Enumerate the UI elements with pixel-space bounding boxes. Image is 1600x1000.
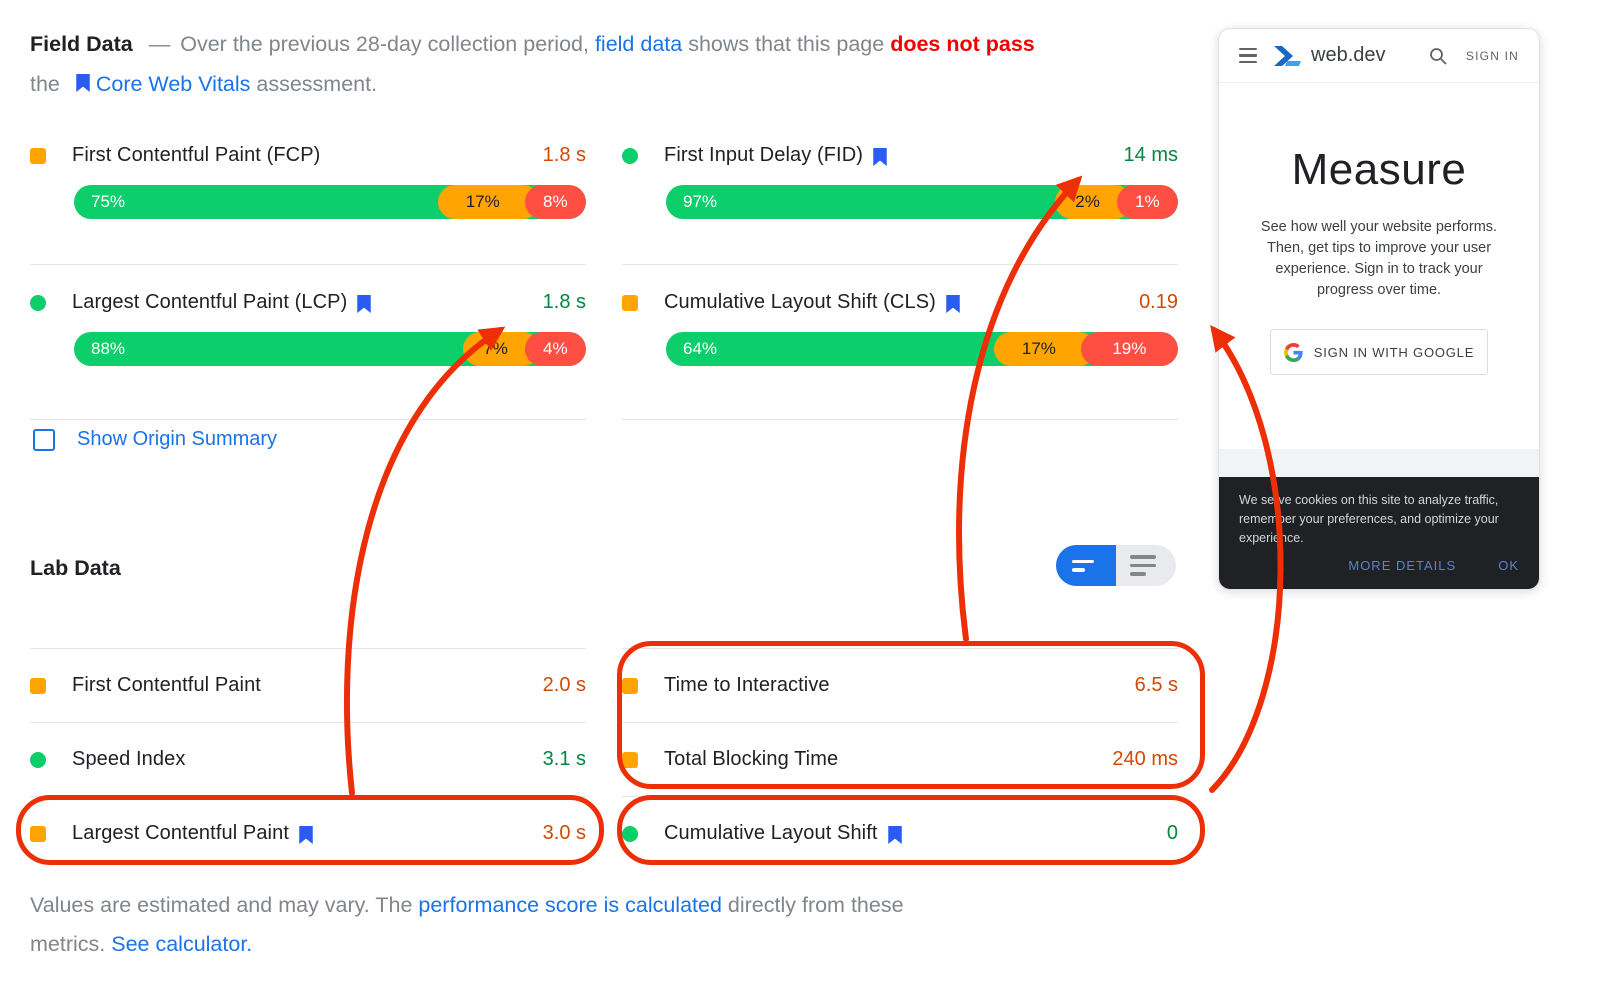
show-origin-summary-checkbox[interactable] — [33, 428, 55, 451]
web-dev-phone-mockup: web.dev SIGN IN Measure See how well you… — [1218, 28, 1540, 590]
fcp-distribution-bar: 75% 17% 8% — [74, 185, 586, 219]
lcp-value: 1.8 s — [542, 291, 586, 313]
sign-in-with-google-button[interactable]: SIGN IN WITH GOOGLE — [1270, 329, 1488, 375]
cls-value: 0.19 — [1139, 291, 1178, 313]
phone-header: web.dev SIGN IN — [1219, 29, 1539, 83]
lcp-label: Largest Contentful Paint (LCP) — [72, 291, 348, 313]
field-metric-fid: First Input Delay (FID) 14 ms 97% 2% 1% — [622, 128, 1178, 265]
lab-cls-status-icon — [622, 825, 638, 842]
lab-row-fcp: First Contentful Paint 2.0 s — [30, 648, 586, 722]
origin-summary-row: Show Origin Summary — [33, 428, 277, 451]
core-web-vitals-link[interactable]: Core Web Vitals — [95, 72, 251, 96]
field-data-title: Field Data — [30, 32, 133, 56]
lab-row-tti: Time to Interactive 6.5 s — [622, 648, 1178, 722]
lab-data-title: Lab Data — [30, 556, 121, 580]
more-details-button[interactable]: MORE DETAILS — [1348, 558, 1457, 573]
field-data-link[interactable]: field data — [594, 32, 683, 56]
bookmark-icon — [357, 294, 372, 313]
measure-title: Measure — [1291, 145, 1467, 194]
phone-sign-in-button[interactable]: SIGN IN — [1465, 48, 1519, 63]
ok-button[interactable]: OK — [1498, 558, 1519, 573]
footnote: Values are estimated and may vary. The p… — [30, 893, 904, 956]
field-metric-cls: Cumulative Layout Shift (CLS) 0.19 64% 1… — [622, 265, 1178, 420]
hamburger-icon[interactable] — [1239, 47, 1257, 64]
see-calculator-link[interactable]: See calculator. — [111, 932, 253, 956]
measure-description: See how well your website performs. Then… — [1260, 219, 1498, 298]
fid-label: First Input Delay (FID) — [664, 144, 863, 166]
cookie-text: We serve cookies on this site to analyze… — [1239, 493, 1499, 545]
condensed-view-button[interactable] — [1056, 545, 1116, 586]
bookmark-icon — [887, 825, 902, 844]
cookie-banner: We serve cookies on this site to analyze… — [1219, 477, 1539, 589]
lab-tti-status-icon — [622, 677, 638, 694]
expanded-view-button[interactable] — [1116, 545, 1176, 586]
lab-row-cls: Cumulative Layout Shift 0 — [622, 796, 1178, 870]
fid-value: 14 ms — [1123, 144, 1178, 166]
cls-distribution-bar: 64% 17% 19% — [666, 332, 1178, 366]
lab-row-lcp: Largest Contentful Paint 3.0 s — [30, 796, 586, 870]
field-metric-fcp: First Contentful Paint (FCP) 1.8 s 75% 1… — [30, 128, 586, 265]
bookmark-icon — [873, 147, 887, 166]
lab-view-toggle — [1056, 545, 1176, 586]
performance-score-link[interactable]: performance score is calculated — [418, 893, 722, 917]
lcp-status-icon — [30, 294, 46, 311]
does-not-pass-text: does not pass — [890, 32, 1035, 56]
cls-status-icon — [622, 294, 638, 311]
cls-label: Cumulative Layout Shift (CLS) — [664, 291, 936, 313]
google-g-icon — [1283, 342, 1303, 362]
page-section-edge — [1219, 449, 1539, 477]
fid-distribution-bar: 97% 2% 1% — [666, 185, 1178, 219]
lcp-distribution-bar: 88% 7% 4% — [74, 332, 586, 366]
lab-row-tbt: Total Blocking Time 240 ms — [622, 722, 1178, 796]
fcp-value: 1.8 s — [542, 144, 586, 166]
bookmark-icon — [299, 825, 313, 844]
lab-row-speed-index: Speed Index 3.1 s — [30, 722, 586, 796]
web-dev-logo-icon[interactable] — [1273, 44, 1303, 68]
fid-status-icon — [622, 147, 638, 164]
lab-fcp-status-icon — [30, 677, 46, 694]
search-icon[interactable] — [1428, 46, 1448, 66]
lab-lcp-status-icon — [30, 825, 46, 842]
bookmark-icon — [946, 294, 960, 313]
fcp-status-icon — [30, 147, 46, 164]
field-metric-lcp: Largest Contentful Paint (LCP) 1.8 s 88%… — [30, 265, 586, 420]
web-dev-wordmark[interactable]: web.dev — [1311, 44, 1386, 66]
field-data-header: Field Data — Over the previous 28-day coll… — [30, 32, 1035, 96]
lab-tbt-status-icon — [622, 751, 638, 768]
show-origin-summary-label[interactable]: Show Origin Summary — [77, 428, 278, 450]
bookmark-icon — [76, 74, 90, 92]
fcp-label: First Contentful Paint (FCP) — [72, 144, 321, 166]
lab-si-status-icon — [30, 751, 46, 768]
